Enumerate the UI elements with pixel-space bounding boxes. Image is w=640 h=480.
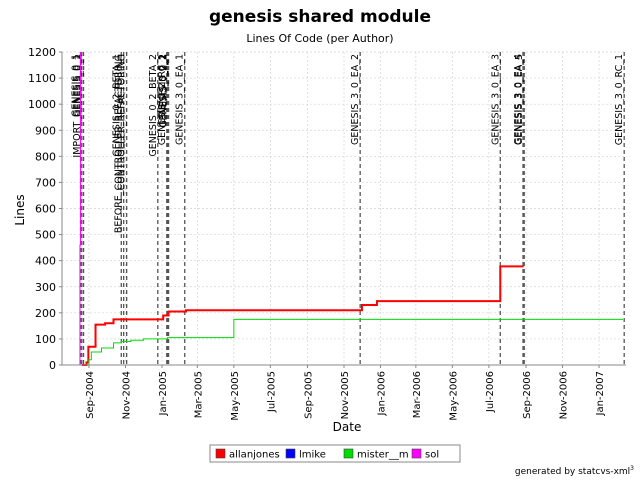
x-tick-label: Nov-2005 bbox=[340, 371, 351, 419]
y-tick-label: 500 bbox=[35, 229, 56, 242]
tag-marker-label: GENESIS_0_2_RC_1 bbox=[157, 54, 168, 145]
footer-text: generated by statcvs-xml bbox=[514, 467, 631, 477]
tag-marker-label: CONTROLLER_REFACTORING bbox=[117, 54, 128, 190]
x-tick-label: Mar-2006 bbox=[412, 371, 423, 418]
tag-marker-label: GENESIS_3_0_EA_1 bbox=[175, 54, 186, 145]
series-line-mister__m bbox=[86, 318, 624, 366]
tag-marker-label: GENESIS_3_0_EA_5 bbox=[514, 54, 525, 145]
x-tick-label: Jul-2006 bbox=[485, 371, 496, 413]
tag-marker-label: GENESIS_0_2_2 bbox=[159, 54, 170, 128]
footer-credit: generated by statcvs-xml3 bbox=[514, 465, 634, 477]
tag-marker-label: IMPORT_GENESIS_0_1 bbox=[72, 54, 83, 158]
x-tick-label: Jul-2005 bbox=[266, 371, 277, 413]
x-tick-label: Nov-2004 bbox=[121, 371, 132, 419]
x-tick-label: Jan-2006 bbox=[377, 371, 388, 416]
y-tick-label: 800 bbox=[35, 150, 56, 163]
legend-label-sol: sol bbox=[425, 450, 439, 461]
x-tick-label: Sep-2006 bbox=[522, 371, 533, 419]
tag-marker-label: BEFORE_CONTROLLER_REFACTORING bbox=[114, 54, 125, 233]
legend-label-lmike: lmike bbox=[299, 450, 326, 461]
tag-marker-label: GENESIS_3_0_EA_3 bbox=[490, 54, 501, 145]
tag-markers: GENESIS_0_1IMPORT_GENESIS_0_1GENESIS_0_2… bbox=[71, 52, 625, 365]
x-tick-label: May-2005 bbox=[230, 371, 241, 421]
tag-marker-label: GENESIS_0_2_BETA_2 bbox=[148, 54, 159, 157]
y-tick-label: 200 bbox=[35, 307, 56, 320]
y-tick-label: 900 bbox=[35, 124, 56, 137]
y-tick-label: 600 bbox=[35, 203, 56, 216]
series bbox=[79, 52, 624, 366]
y-tick-label: 700 bbox=[35, 176, 56, 189]
y-tick-label: 400 bbox=[35, 255, 56, 268]
tag-marker-label: GENESIS_0_1 bbox=[71, 54, 82, 117]
legend: allanjones lmike mister__m sol bbox=[209, 444, 461, 463]
tag-marker-label: GENESIS_3_0_EA_2 bbox=[350, 54, 361, 145]
x-tick-label: Sep-2005 bbox=[303, 371, 314, 419]
y-tick-label: 100 bbox=[35, 333, 56, 346]
grid bbox=[62, 51, 626, 366]
y-tick-label: 1100 bbox=[28, 72, 56, 85]
y-tick-label: 1200 bbox=[28, 46, 56, 59]
legend-swatch-mister__m bbox=[343, 448, 354, 459]
tag-marker-label: GENESIS_0_2_1 bbox=[158, 54, 169, 128]
legend-swatch-sol bbox=[411, 448, 422, 459]
tag-marker-label: GENESIS_3_0_RC_1 bbox=[614, 54, 625, 145]
x-tick-label: May-2006 bbox=[448, 371, 459, 421]
legend-swatch-lmike bbox=[285, 448, 296, 459]
chart-title: genesis shared module bbox=[208, 7, 432, 27]
axes: 0 100 200 300 400 500 600 700 800 900 1000 1100 1200… bbox=[28, 46, 626, 421]
legend-label-allanjones: allanjones bbox=[229, 450, 280, 461]
tag-marker-label: GENESIS_0_2 bbox=[157, 54, 168, 117]
x-axis-label: Date bbox=[333, 420, 362, 434]
x-tick-label: Sep-2004 bbox=[85, 371, 96, 419]
legend-label-mister__m: mister__m bbox=[357, 450, 409, 461]
tag-marker-label: GENESIS_0_2 bbox=[74, 54, 85, 117]
legend-swatch-allanjones bbox=[215, 448, 226, 459]
y-tick-label: 0 bbox=[49, 359, 56, 372]
tag-marker-label: GENESIS_3_0_EA_4 bbox=[513, 54, 524, 145]
x-tick-label: Jan-2005 bbox=[158, 371, 169, 416]
x-tick-label: Jan-2007 bbox=[595, 371, 606, 416]
series-line-allanjones bbox=[81, 265, 524, 366]
y-axis-label: Lines bbox=[13, 194, 27, 225]
y-tick-label: 1000 bbox=[28, 98, 56, 111]
series-line-sol bbox=[79, 52, 82, 365]
x-tick-label: Mar-2005 bbox=[193, 371, 204, 418]
legend-box bbox=[209, 444, 461, 463]
tag-marker-label: GENESIS_0_2_BETA_1 bbox=[111, 54, 122, 157]
x-tick-label: Nov-2006 bbox=[559, 371, 570, 419]
chart-subtitle: Lines Of Code (per Author) bbox=[246, 32, 394, 45]
y-tick-label: 300 bbox=[35, 281, 56, 294]
